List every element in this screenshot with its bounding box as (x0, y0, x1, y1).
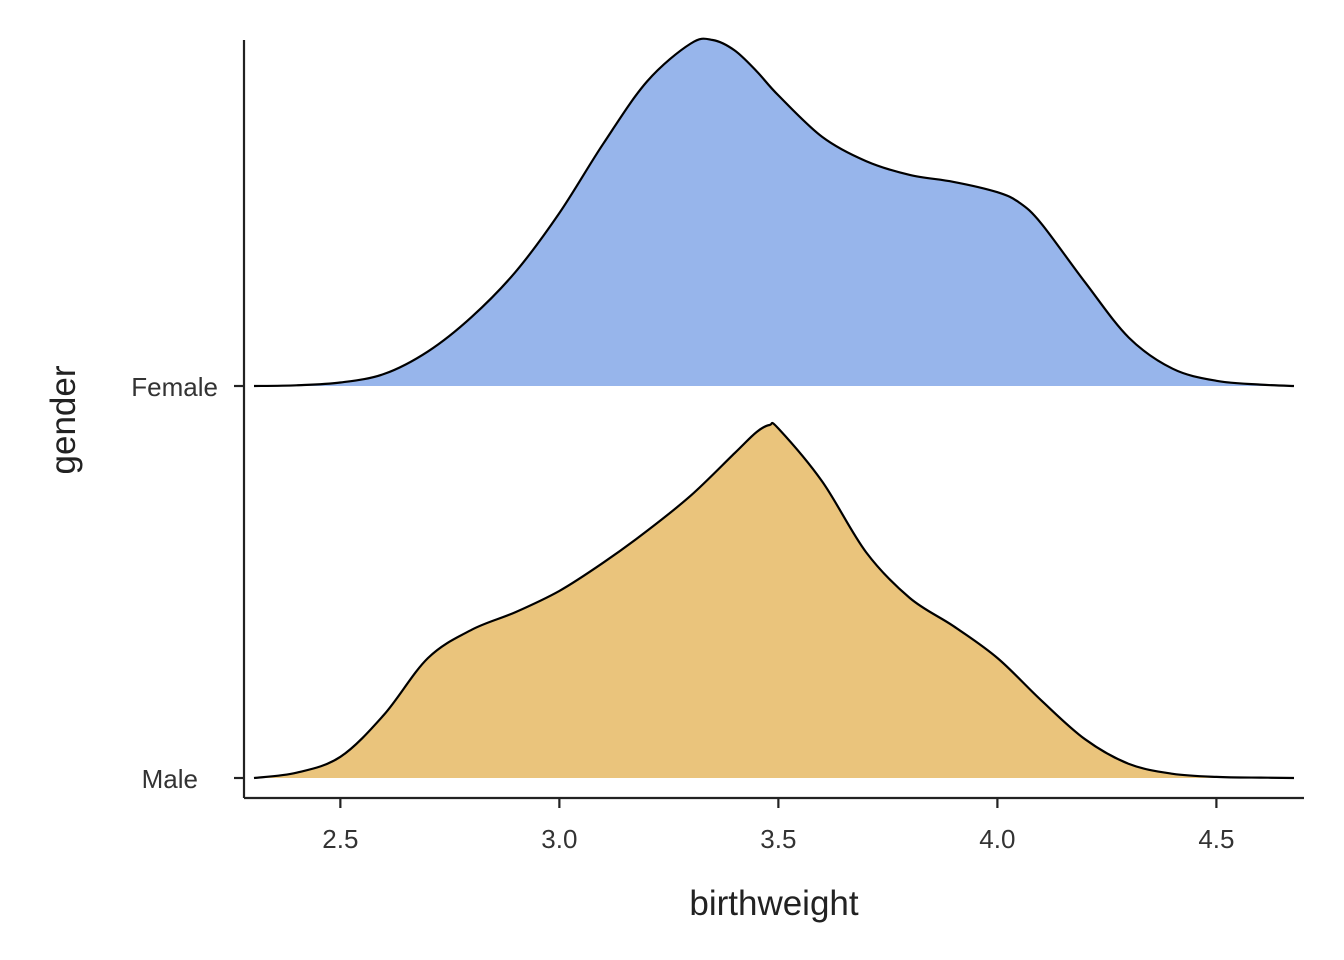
ridge-fill-male (254, 422, 1294, 778)
x-tick-label: 4.0 (979, 824, 1015, 854)
x-tick-label: 2.5 (322, 824, 358, 854)
y-axis-title: gender (44, 365, 83, 474)
ridge-line-female (253, 37, 1295, 388)
y-ticks-layer: Female Male (131, 372, 244, 794)
x-tick-label: 3.0 (541, 824, 577, 854)
y-tick-label: Male (142, 764, 198, 794)
x-axis-title: birthweight (689, 884, 859, 923)
axes-layer (242, 40, 1304, 800)
y-tick-label: Female (131, 372, 218, 402)
ridge-fill-female (254, 38, 1294, 386)
x-ticks-layer: 2.5 3.0 3.5 4.0 4.5 (322, 798, 1234, 854)
ridges-layer (253, 37, 1295, 780)
x-tick-label: 3.5 (760, 824, 796, 854)
x-tick-label: 4.5 (1198, 824, 1234, 854)
ridge-line-male (253, 421, 1295, 780)
